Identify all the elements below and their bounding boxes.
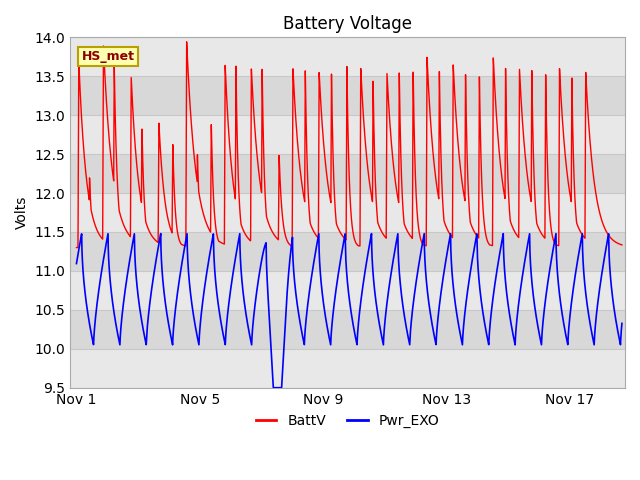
Text: HS_met: HS_met	[81, 50, 134, 63]
Title: Battery Voltage: Battery Voltage	[283, 15, 412, 33]
Bar	[70, 232, 625, 271]
Bar	[70, 193, 625, 232]
Bar	[70, 76, 625, 115]
Bar	[70, 115, 625, 154]
Bar	[70, 349, 625, 388]
Bar	[70, 154, 625, 193]
Bar	[70, 310, 625, 349]
Y-axis label: Volts: Volts	[15, 196, 29, 229]
Legend: BattV, Pwr_EXO: BattV, Pwr_EXO	[250, 408, 445, 433]
Bar	[70, 271, 625, 310]
Bar	[70, 37, 625, 76]
